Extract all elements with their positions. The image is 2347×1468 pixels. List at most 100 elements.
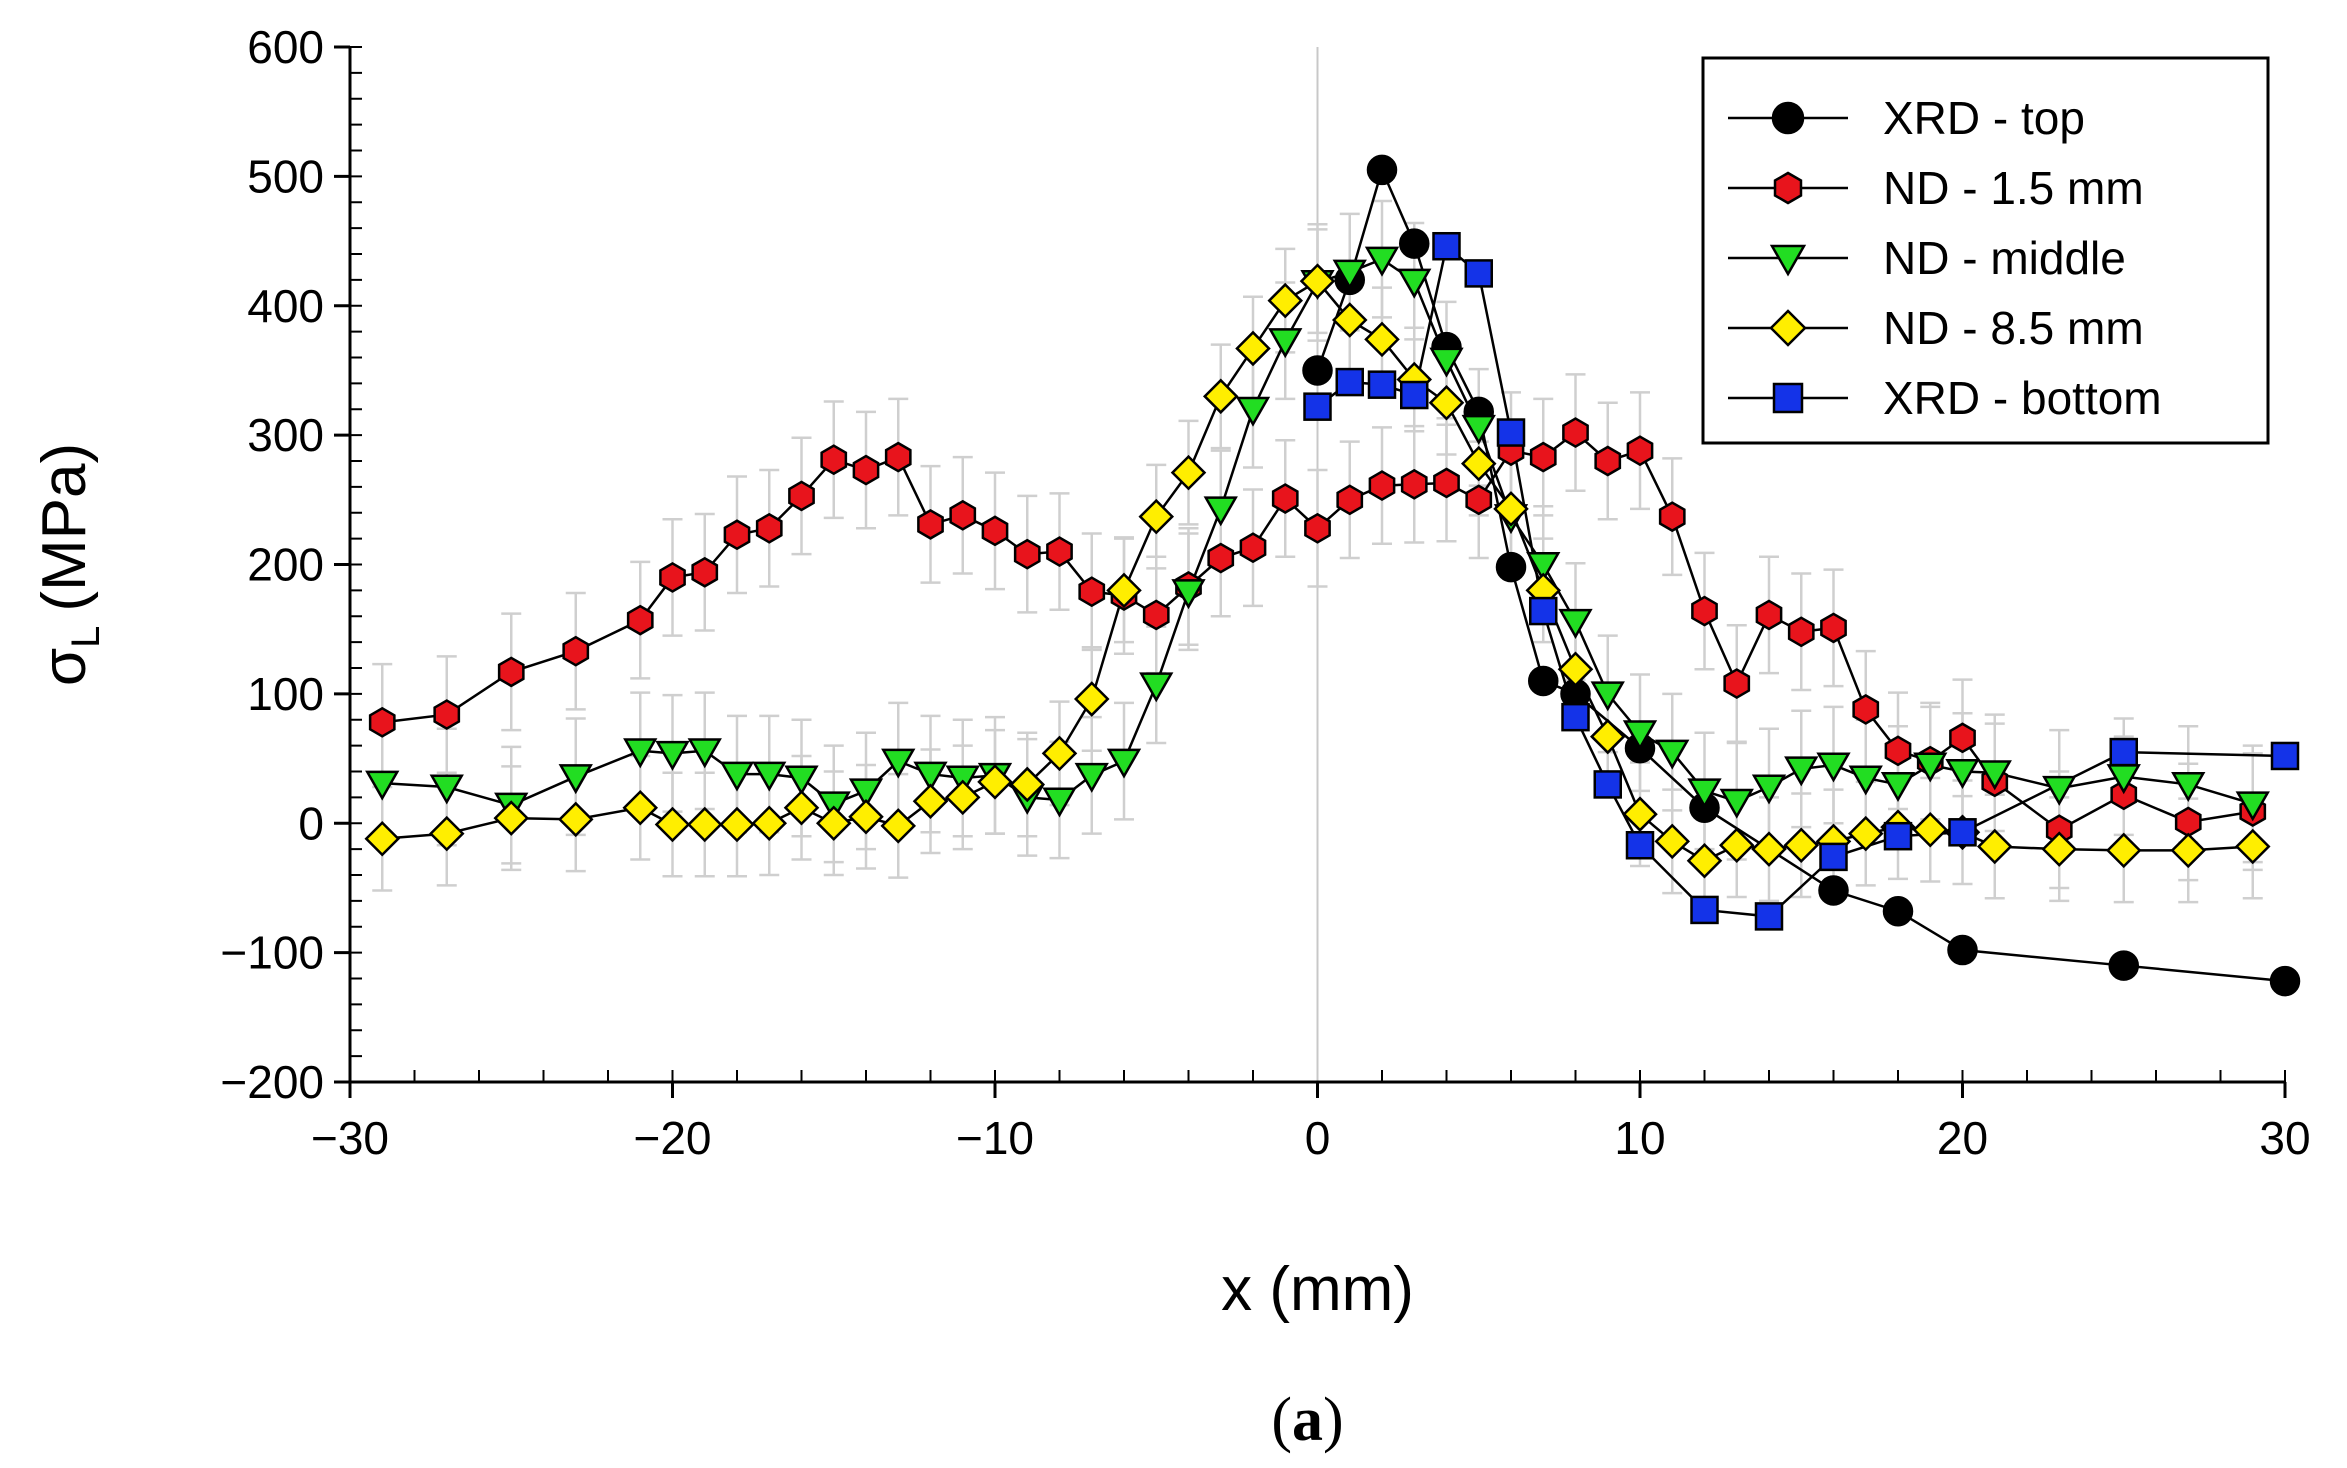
series-line-0 (1316, 166, 2286, 983)
legend-label: XRD - top (1883, 92, 2085, 144)
data-point-series-0 (1399, 228, 1430, 259)
data-point-series-3 (1009, 766, 1046, 803)
data-point-series-3 (1751, 831, 1787, 867)
data-point-series-0 (2269, 965, 2301, 997)
data-point-series-3 (1783, 827, 1820, 864)
data-point-series-4 (1690, 895, 1719, 925)
data-point-series-2 (365, 770, 400, 801)
data-point-series-1 (497, 656, 525, 688)
data-point-series-2 (1526, 552, 1561, 583)
data-point-series-0 (1947, 934, 1978, 966)
data-point-series-3 (783, 789, 820, 826)
data-point-series-2 (1397, 268, 1432, 299)
data-point-series-2 (1558, 608, 1593, 639)
data-point-series-3 (2234, 828, 2271, 865)
data-point-series-3 (1460, 445, 1497, 482)
data-point-series-1 (1658, 501, 1686, 533)
caption-open-paren: ( (1271, 1386, 1292, 1454)
data-point-series-4 (1303, 392, 1332, 421)
data-point-series-1 (1755, 599, 1783, 631)
legend-marker (1772, 382, 1804, 414)
data-point-series-2 (1268, 328, 1303, 359)
data-point-series-4 (2270, 741, 2300, 771)
x-tick-label: 0 (1305, 1112, 1331, 1164)
legend-label: ND - 1.5 mm (1883, 162, 2144, 214)
y-tick-label: −100 (220, 927, 324, 979)
data-point-series-3 (1106, 572, 1142, 609)
data-point-series-1 (1820, 612, 1847, 644)
data-point-series-3 (1912, 811, 1949, 848)
data-point-series-0 (1528, 665, 1559, 697)
caption-close-paren: ) (1323, 1386, 1344, 1454)
y-axis-subscript: L (64, 626, 108, 648)
data-point-series-3 (1170, 454, 1207, 491)
data-point-series-1 (433, 699, 461, 731)
data-point-series-2 (1106, 748, 1142, 779)
data-point-series-1 (659, 561, 686, 593)
data-point-series-2 (2171, 771, 2206, 802)
legend-label: ND - 8.5 mm (1883, 302, 2144, 354)
data-point-series-1 (1949, 722, 1976, 754)
y-tick-label: 0 (298, 797, 324, 849)
data-point-series-1 (755, 512, 783, 544)
data-point-series-1 (2174, 806, 2202, 838)
data-point-series-0 (1818, 875, 1849, 906)
y-tick-label: 100 (247, 668, 324, 720)
data-point-series-1 (1078, 576, 1106, 608)
data-point-series-1 (723, 519, 751, 551)
data-point-series-3 (1847, 815, 1884, 852)
data-point-series-3 (654, 806, 691, 843)
y-tick-label: 600 (247, 21, 324, 73)
y-tick-label: 200 (247, 539, 324, 591)
data-point-series-2 (1364, 246, 1400, 277)
x-tick-label: 30 (2259, 1112, 2310, 1164)
data-point-series-3 (1202, 378, 1239, 415)
data-point-series-3 (2170, 832, 2207, 869)
data-point-series-3 (428, 815, 465, 852)
data-point-series-3 (1267, 282, 1304, 319)
data-point-series-1 (1852, 693, 1880, 725)
minor-ticks (349, 46, 2286, 1083)
data-point-series-1 (1142, 599, 1170, 631)
data-point-series-2 (1784, 756, 1819, 787)
data-point-series-4 (1432, 231, 1461, 261)
data-point-series-0 (2108, 950, 2139, 981)
legend-marker (1769, 309, 1807, 347)
data-point-series-1 (1884, 735, 1912, 767)
data-point-series-1 (1368, 470, 1396, 502)
data-point-series-2 (1042, 787, 1077, 818)
data-point-series-3 (880, 808, 917, 844)
data-point-series-2 (1687, 778, 1722, 809)
data-point-series-1 (1013, 538, 1041, 570)
data-point-series-1 (1465, 484, 1493, 516)
data-point-series-1 (1400, 468, 1428, 500)
data-point-series-2 (558, 764, 593, 795)
data-point-series-3 (1331, 302, 1368, 338)
data-point-series-1 (1239, 532, 1267, 564)
data-point-series-2 (1848, 765, 1883, 796)
y-axis-unit: (MPa) (30, 443, 99, 612)
y-tick-label: 500 (247, 150, 324, 202)
data-point-series-2 (1235, 396, 1271, 427)
data-point-series-3 (686, 806, 723, 843)
data-point-series-2 (719, 761, 755, 792)
data-point-series-1 (820, 444, 848, 476)
data-point-series-3 (557, 801, 594, 838)
data-point-series-1 (884, 441, 912, 473)
data-point-series-3 (622, 789, 659, 826)
data-point-series-4 (1335, 367, 1364, 397)
data-point-series-3 (1428, 385, 1465, 421)
x-axis-title: x (mm) (1221, 1255, 1414, 1324)
data-point-series-3 (1138, 498, 1175, 535)
data-point-series-0 (1366, 154, 1398, 186)
data-point-series-4 (1883, 821, 1913, 851)
data-point-series-0 (1882, 895, 1914, 927)
data-point-series-3 (1589, 718, 1626, 755)
data-point-series-2 (1203, 496, 1238, 527)
data-point-series-3 (912, 783, 949, 820)
data-point-series-4 (1819, 842, 1848, 872)
data-point-series-3 (1364, 321, 1400, 358)
x-tick-label: −30 (311, 1112, 389, 1164)
data-point-series-2 (1139, 672, 1174, 703)
